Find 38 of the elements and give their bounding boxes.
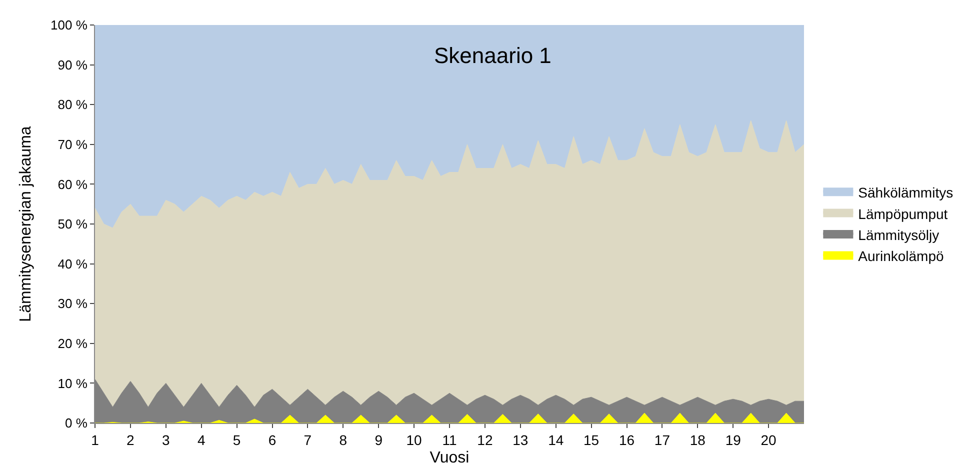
legend-label: Aurinkolämpö xyxy=(858,248,944,264)
x-tick-label: 20 xyxy=(760,432,777,448)
x-tick-label: 6 xyxy=(268,432,276,448)
x-tick-label: 11 xyxy=(442,432,457,448)
x-tick-label: 2 xyxy=(126,432,135,448)
x-tick-label: 5 xyxy=(232,432,241,448)
y-axis-title: Lämmitysenergian jakauma xyxy=(17,126,34,322)
x-tick-label: 17 xyxy=(654,432,670,448)
x-tick-label: 19 xyxy=(725,432,742,448)
x-tick-label: 13 xyxy=(512,432,528,448)
x-tick-label: 14 xyxy=(548,432,564,448)
x-tick-label: 12 xyxy=(477,432,493,448)
y-tick-label: 20 % xyxy=(58,336,88,351)
x-tick-label: 7 xyxy=(304,432,312,448)
legend-label: Lämmitysöljy xyxy=(858,226,940,243)
y-tick-label: 100 % xyxy=(50,18,88,33)
y-tick-label: 30 % xyxy=(58,296,88,312)
x-tick-label: 1 xyxy=(91,432,100,448)
y-tick-label: 40 % xyxy=(58,256,88,272)
text: Skenaario 1 xyxy=(434,43,552,68)
legend-label: Lämpöpumput xyxy=(858,206,948,222)
legend-label: Sähkölämmitys xyxy=(858,184,954,201)
y-tick-label: 60 % xyxy=(58,176,88,192)
y-tick-label: 0 % xyxy=(64,416,88,431)
x-tick-label: 9 xyxy=(374,432,383,448)
x-tick-label: 18 xyxy=(690,432,706,448)
x-tick-label: 8 xyxy=(339,432,348,448)
y-tick-label: 80 % xyxy=(58,97,88,112)
y-tick-label: 70 % xyxy=(58,136,88,152)
x-axis-title: Vuosi xyxy=(430,450,470,466)
x-tick-label: 3 xyxy=(162,432,170,448)
y-tick-label: 90 % xyxy=(58,57,88,72)
y-tick-label: 10 % xyxy=(58,376,88,391)
x-tick-label: 4 xyxy=(197,432,206,448)
x-tick-label: 10 xyxy=(406,432,422,448)
x-tick-label: 15 xyxy=(584,432,600,448)
y-tick-label: 50 % xyxy=(58,216,88,232)
x-tick-label: 16 xyxy=(618,432,635,448)
